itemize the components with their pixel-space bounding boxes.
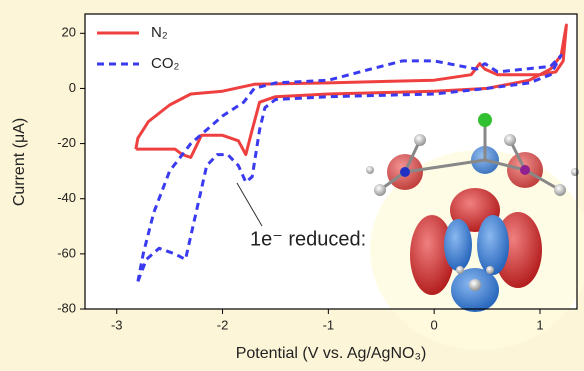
y-tick-label: 0: [69, 80, 76, 95]
y-tick-label: 20: [62, 25, 76, 40]
x-tick-label: -1: [323, 317, 335, 332]
chart: 1e⁻ reduced: Potential (V vs. Ag/AgNO₃) …: [0, 0, 584, 366]
legend-label: CO₂: [151, 55, 180, 72]
y-tick-label: -40: [57, 190, 76, 205]
y-tick-label: -80: [57, 300, 76, 315]
y-axis-label: Current (μA): [11, 118, 28, 206]
x-tick-label: -2: [217, 317, 229, 332]
page: {"chart_data": {"type": "line", "xlabel"…: [0, 0, 584, 366]
annotation: 1e⁻ reduced:: [250, 228, 366, 250]
x-tick-label: 1: [536, 317, 543, 332]
x-tick-label: 0: [431, 317, 438, 332]
x-tick-label: -3: [111, 317, 123, 332]
y-tick-label: -20: [57, 135, 76, 150]
x-axis-label: Potential (V vs. Ag/AgNO₃): [236, 345, 427, 362]
y-tick-label: -60: [57, 245, 76, 260]
legend-label: N₂: [151, 24, 168, 41]
